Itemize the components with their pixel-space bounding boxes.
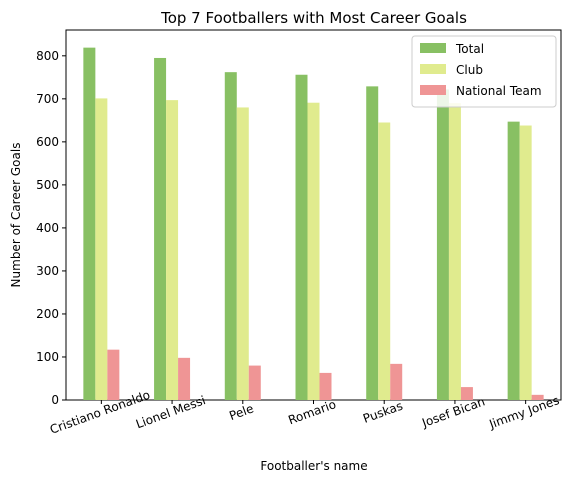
legend: Total Club National Team xyxy=(411,35,557,108)
y-tick-label-1: 100 xyxy=(36,350,59,364)
bar-national-team-1 xyxy=(178,357,191,400)
bar-total-4 xyxy=(366,86,379,400)
legend-swatch-national-team xyxy=(420,85,446,95)
bar-national-team-2 xyxy=(248,365,261,400)
x-tick-label-2: Pele xyxy=(227,401,255,423)
bar-total-5 xyxy=(436,89,449,400)
chart-title: Top 7 Footballers with Most Career Goals xyxy=(160,9,467,27)
bar-national-team-0 xyxy=(107,349,120,400)
legend-swatch-total xyxy=(420,43,446,53)
legend-label-total: Total xyxy=(455,42,484,56)
y-tick-label-6: 600 xyxy=(36,135,59,149)
y-tick-label-8: 800 xyxy=(36,49,59,63)
bar-total-1 xyxy=(154,57,167,400)
legend-label-national-team: National Team xyxy=(456,84,542,98)
x-tick-label-4: Puskas xyxy=(361,399,405,426)
bar-national-team-5 xyxy=(460,387,473,400)
bar-total-3 xyxy=(295,74,308,400)
y-tick-label-0: 0 xyxy=(51,393,59,407)
legend-label-club: Club xyxy=(456,63,483,77)
y-tick-label-4: 400 xyxy=(36,221,59,235)
bar-national-team-3 xyxy=(319,372,332,400)
bar-club-5 xyxy=(448,103,461,401)
bar-national-team-6 xyxy=(531,394,544,400)
x-tick-label-3: Romario xyxy=(286,397,338,427)
bar-club-4 xyxy=(378,122,391,400)
bar-club-3 xyxy=(307,102,320,401)
bar-club-2 xyxy=(236,107,249,400)
y-axis-label: Number of Career Goals xyxy=(9,143,23,288)
y-tick-label-7: 700 xyxy=(36,92,59,106)
bar-club-1 xyxy=(166,100,179,401)
y-axis: 0 100 200 300 400 500 600 700 800 xyxy=(36,49,66,407)
y-tick-label-5: 500 xyxy=(36,178,59,192)
x-axis-label: Footballer's name xyxy=(260,459,367,473)
y-tick-label-2: 200 xyxy=(36,307,59,321)
bar-total-2 xyxy=(224,72,237,401)
legend-box xyxy=(411,35,557,108)
y-tick-label-3: 300 xyxy=(36,264,59,278)
legend-swatch-club xyxy=(420,64,446,74)
bar-club-6 xyxy=(519,125,532,400)
bars-layer xyxy=(83,47,544,401)
bar-club-0 xyxy=(95,98,108,400)
bar-national-team-4 xyxy=(390,363,403,400)
bar-total-0 xyxy=(83,47,96,401)
bar-total-6 xyxy=(507,121,520,401)
